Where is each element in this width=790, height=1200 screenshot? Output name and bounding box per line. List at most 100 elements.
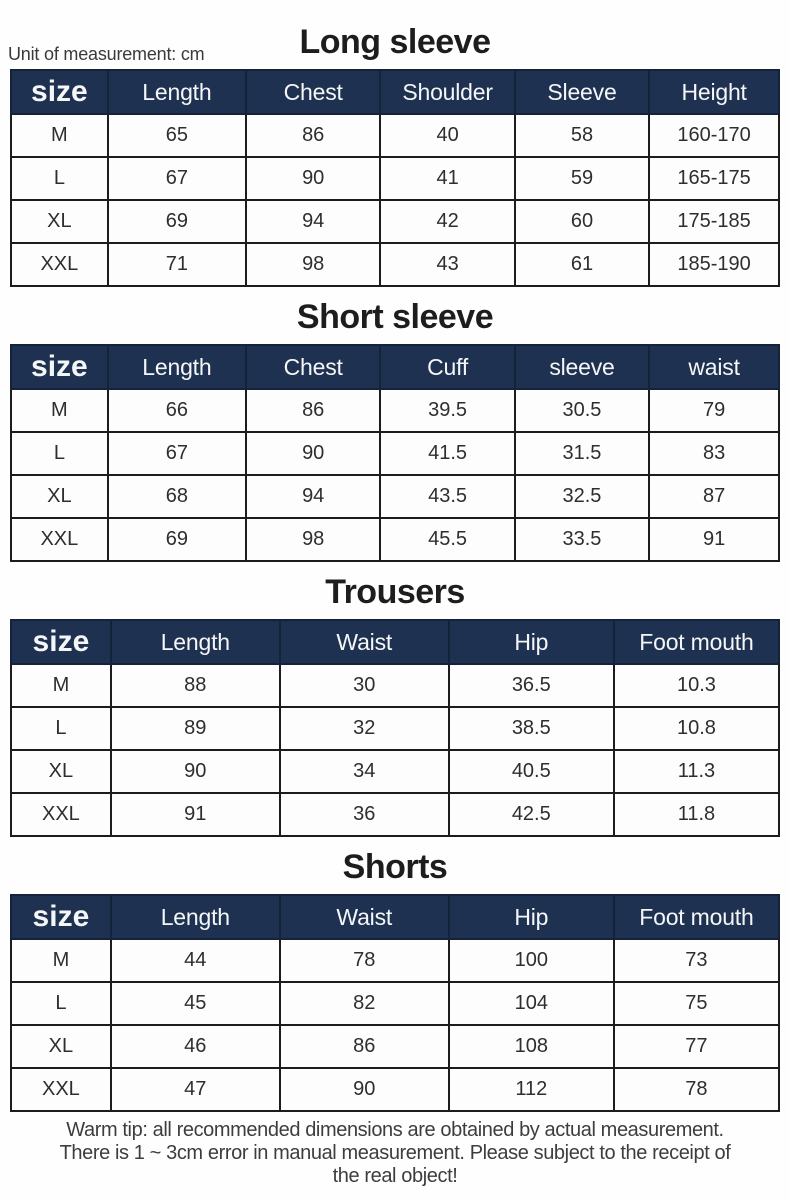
value-cell: 45 (109, 981, 281, 1026)
value-cell: 40.5 (447, 749, 615, 794)
table-row: XXL 91 36 42.5 11.8 (10, 792, 781, 837)
value-cell: 38.5 (447, 706, 615, 751)
value-cell: 32.5 (513, 474, 651, 519)
value-cell: 36 (278, 792, 450, 837)
table-row: XL 90 34 40.5 11.3 (10, 749, 781, 794)
size-table: size Length Waist Hip Foot mouth M 44 78 100 73 L 4… (10, 894, 781, 1112)
size-cell: XXL (10, 242, 109, 287)
size-cell: XL (10, 1024, 112, 1069)
value-cell: 30 (278, 663, 450, 708)
value-cell: 34 (278, 749, 450, 794)
value-cell: 69 (106, 199, 248, 244)
size-cell: L (10, 156, 109, 201)
table-row: L 89 32 38.5 10.8 (10, 706, 781, 751)
value-cell: 43.5 (379, 474, 516, 519)
value-cell: 69 (106, 517, 248, 562)
size-cell: XL (10, 474, 109, 519)
value-cell: 90 (244, 431, 382, 476)
value-cell: 71 (106, 242, 248, 287)
value-cell: 160-170 (648, 113, 780, 158)
value-cell: 104 (447, 981, 615, 1026)
value-cell: 75 (612, 981, 781, 1026)
table-row: L 45 82 104 75 (10, 981, 781, 1026)
value-cell: 175-185 (648, 199, 780, 244)
size-cell: XL (10, 199, 109, 244)
size-table: size Length Chest Cuff sleeve waist M 66 86 39.5 3… (10, 344, 780, 562)
header-row: size Length Waist Hip Foot mouth (10, 619, 781, 665)
value-cell: 78 (278, 938, 450, 983)
value-cell: 68 (106, 474, 248, 519)
value-cell: 165-175 (648, 156, 780, 201)
table-row: XXL 47 90 112 78 (10, 1067, 781, 1112)
value-cell: 11.8 (612, 792, 781, 837)
value-cell: 82 (278, 981, 450, 1026)
value-cell: 83 (648, 431, 780, 476)
size-table: size Length Waist Hip Foot mouth M 88 30 36.5 10.… (10, 619, 781, 837)
header-cell: size (10, 894, 112, 940)
value-cell: 90 (109, 749, 281, 794)
value-cell: 45.5 (379, 517, 516, 562)
value-cell: 61 (513, 242, 651, 287)
size-cell: XXL (10, 517, 109, 562)
value-cell: 94 (244, 474, 382, 519)
header-cell: Foot mouth (612, 894, 781, 940)
header-cell: Cuff (379, 344, 516, 390)
header-row: size Length Chest Cuff sleeve waist (10, 344, 780, 390)
value-cell: 30.5 (513, 388, 651, 433)
header-cell: Height (648, 69, 780, 115)
value-cell: 88 (109, 663, 281, 708)
value-cell: 108 (447, 1024, 615, 1069)
header-cell: Foot mouth (612, 619, 781, 665)
table-row: L 67 90 41 59 165-175 (10, 156, 780, 201)
value-cell: 91 (648, 517, 780, 562)
header-cell: Waist (278, 894, 450, 940)
value-cell: 11.3 (612, 749, 781, 794)
footer-note-line-2: There is 1 ~ 3cm error in manual measure… (59, 1142, 731, 1164)
value-cell: 90 (244, 156, 382, 201)
size-table-section: Short sleeve size Length Chest Cuff sleeve wai… (0, 297, 790, 562)
size-cell: XXL (10, 1067, 112, 1112)
value-cell: 98 (244, 517, 382, 562)
size-cell: L (10, 981, 112, 1026)
size-cell: XXL (10, 792, 112, 837)
size-cell: M (10, 113, 109, 158)
size-chart-sections: Long sleeve size Length Chest Shoulder Sleeve… (0, 23, 790, 1112)
value-cell: 89 (109, 706, 281, 751)
value-cell: 86 (278, 1024, 450, 1069)
value-cell: 44 (109, 938, 281, 983)
header-cell: size (10, 69, 109, 115)
header-cell: size (10, 344, 109, 390)
table-row: M 88 30 36.5 10.3 (10, 663, 781, 708)
header-cell: Length (109, 619, 281, 665)
table-row: XL 69 94 42 60 175-185 (10, 199, 780, 244)
value-cell: 86 (244, 113, 382, 158)
table-row: XXL 69 98 45.5 33.5 91 (10, 517, 780, 562)
value-cell: 33.5 (513, 517, 651, 562)
header-cell: Sleeve (513, 69, 651, 115)
size-cell: L (10, 431, 109, 476)
size-cell: L (10, 706, 112, 751)
section-title: Shorts (342, 848, 448, 886)
value-cell: 77 (612, 1024, 781, 1069)
footer-note-line-3: the real object! (332, 1165, 458, 1187)
size-cell: M (10, 938, 112, 983)
value-cell: 98 (244, 242, 382, 287)
size-table-section: Shorts size Length Waist Hip Foot mouth M 44 78 1… (0, 847, 790, 1112)
table-row: XXL 71 98 43 61 185-190 (10, 242, 780, 287)
value-cell: 91 (109, 792, 281, 837)
value-cell: 90 (278, 1067, 450, 1112)
value-cell: 41.5 (379, 431, 516, 476)
table-row: M 66 86 39.5 30.5 79 (10, 388, 780, 433)
table-row: M 65 86 40 58 160-170 (10, 113, 780, 158)
value-cell: 66 (106, 388, 248, 433)
header-cell: Hip (447, 619, 615, 665)
header-cell: Hip (447, 894, 615, 940)
table-row: M 44 78 100 73 (10, 938, 781, 983)
value-cell: 47 (109, 1067, 281, 1112)
value-cell: 73 (612, 938, 781, 983)
value-cell: 60 (513, 199, 651, 244)
value-cell: 39.5 (379, 388, 516, 433)
header-cell: Length (106, 344, 248, 390)
table-row: L 67 90 41.5 31.5 83 (10, 431, 780, 476)
